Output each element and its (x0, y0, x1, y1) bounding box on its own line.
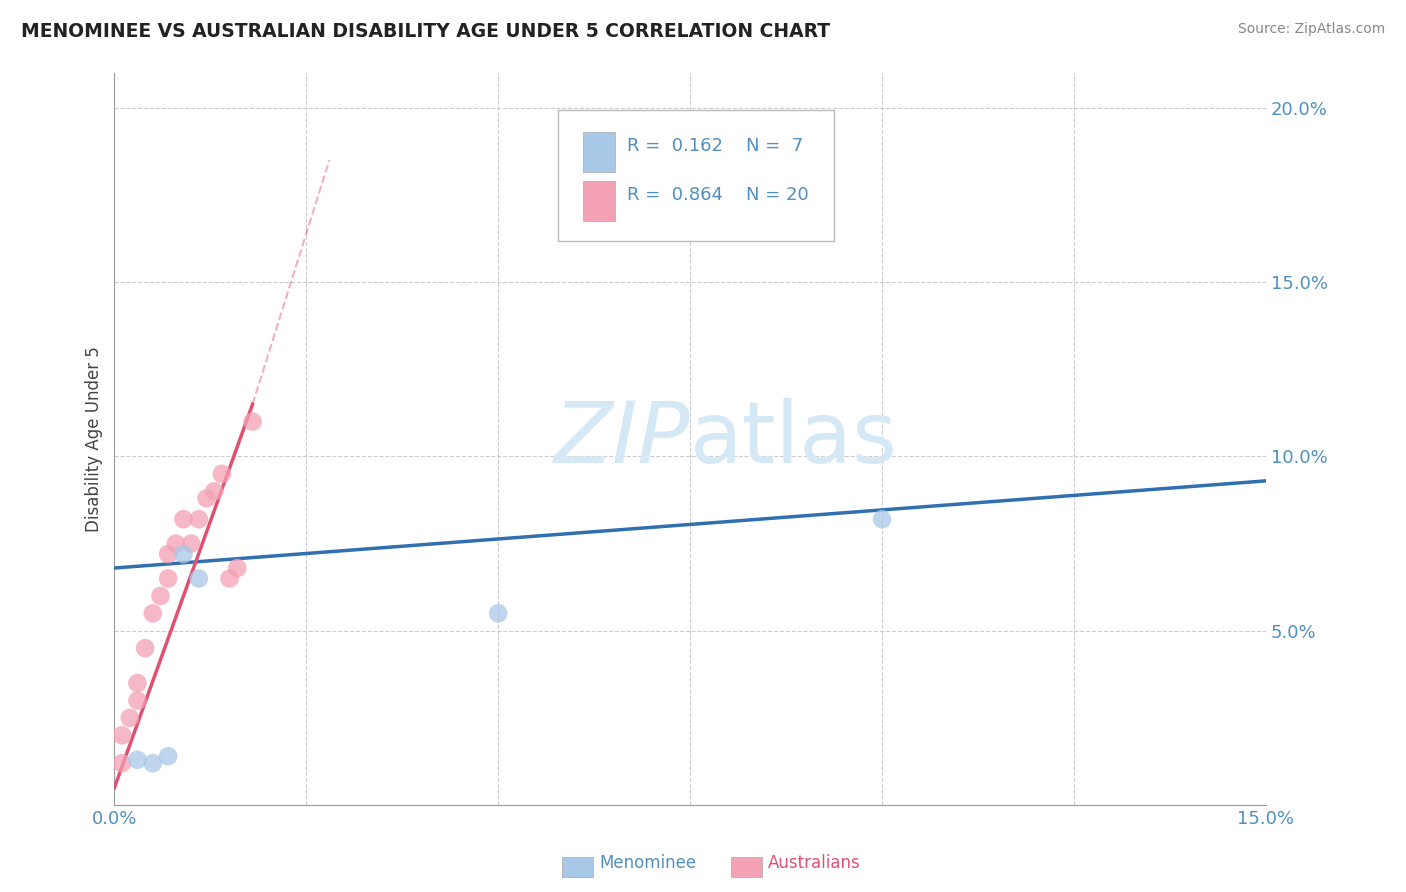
Point (187, 572, 209, 586)
Text: MENOMINEE VS AUSTRALIAN DISABILITY AGE UNDER 5 CORRELATION CHART: MENOMINEE VS AUSTRALIAN DISABILITY AGE U… (21, 22, 830, 41)
Point (157, 547, 180, 561)
Point (870, 512, 893, 526)
Point (211, 467, 233, 481)
Point (195, 491, 218, 506)
Point (142, 756, 165, 771)
Point (111, 728, 134, 742)
Point (127, 676, 149, 690)
Point (111, 756, 134, 771)
Point (134, 641, 156, 656)
Text: Australians: Australians (768, 855, 860, 872)
Point (157, 572, 180, 586)
Point (218, 572, 240, 586)
Text: atlas: atlas (690, 398, 898, 481)
Point (486, 607, 509, 621)
Text: Menominee: Menominee (599, 855, 696, 872)
Point (173, 512, 195, 526)
Point (157, 749, 180, 764)
Text: ZIP: ZIP (554, 398, 690, 481)
FancyBboxPatch shape (558, 110, 834, 242)
Point (127, 753, 149, 767)
Point (242, 415, 264, 429)
Point (202, 484, 225, 499)
Point (173, 547, 195, 561)
Point (142, 607, 165, 621)
Text: R =  0.864    N = 20: R = 0.864 N = 20 (627, 186, 808, 203)
Point (118, 711, 141, 725)
FancyBboxPatch shape (583, 131, 616, 172)
Point (127, 693, 149, 707)
FancyBboxPatch shape (583, 180, 616, 221)
Text: R =  0.162    N =  7: R = 0.162 N = 7 (627, 136, 803, 154)
Point (187, 512, 209, 526)
Y-axis label: Disability Age Under 5: Disability Age Under 5 (86, 346, 103, 532)
Point (149, 589, 172, 603)
Point (226, 561, 249, 575)
Text: Source: ZipAtlas.com: Source: ZipAtlas.com (1237, 22, 1385, 37)
Point (165, 536, 187, 550)
Point (180, 536, 202, 550)
